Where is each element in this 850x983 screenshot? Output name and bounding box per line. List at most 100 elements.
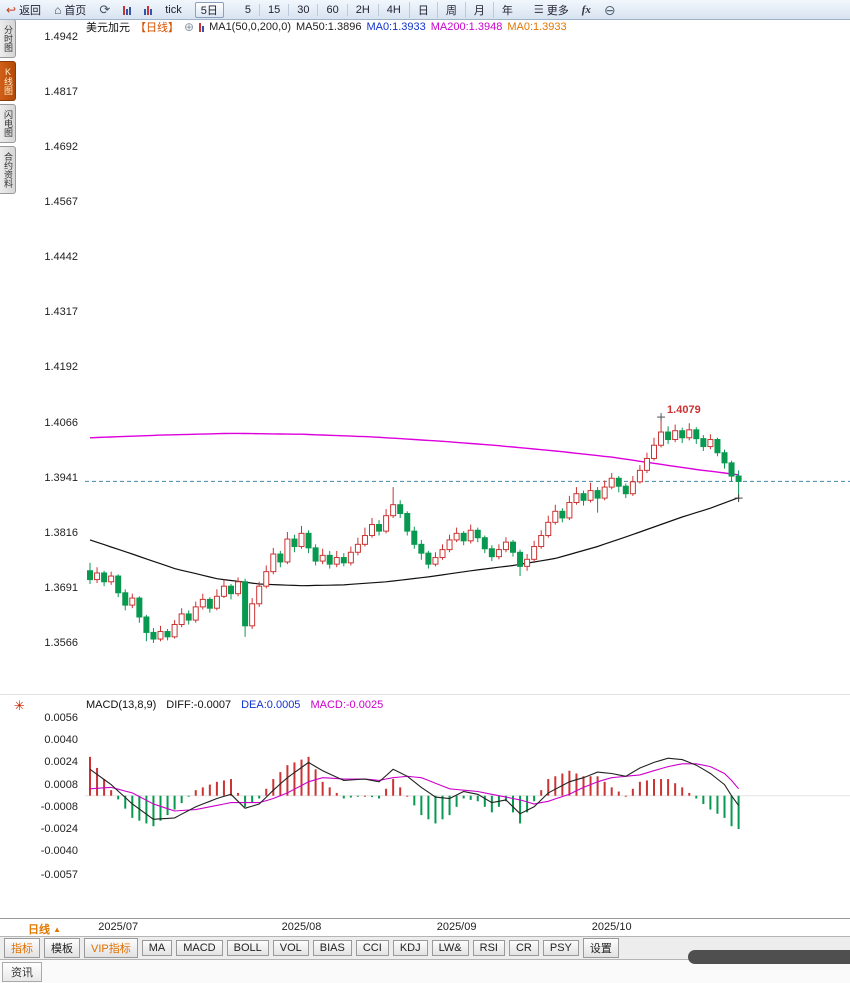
- indicator-button-ma[interactable]: MA: [141, 940, 173, 956]
- svg-text:1.4079: 1.4079: [667, 404, 701, 416]
- macd-panel[interactable]: [85, 710, 850, 905]
- home-icon: ⌂: [54, 2, 62, 17]
- date-label: 2025/08: [281, 921, 322, 933]
- indicator-button-templates[interactable]: 模板: [44, 938, 80, 958]
- volume-bars-icon: [144, 5, 153, 15]
- main-axis-label: 1.4942: [44, 31, 78, 43]
- period-button-week[interactable]: 周: [436, 1, 465, 18]
- indicator-button-kdj[interactable]: KDJ: [392, 940, 428, 956]
- symbol-name: 美元加元: [86, 22, 130, 34]
- macd-axis-label: -0.0024: [40, 823, 78, 835]
- fx-indicator-button[interactable]: fx: [582, 4, 591, 16]
- sidebar-tab-lightning-chart[interactable]: 闪电图: [0, 104, 16, 143]
- x-axis-band: [0, 918, 850, 937]
- period-tag: 【日线】: [135, 22, 179, 34]
- main-axis-label: 1.3941: [44, 471, 78, 484]
- period-button-m30[interactable]: 30: [288, 3, 317, 16]
- back-label: 返回: [19, 4, 42, 17]
- indicator-button-boll[interactable]: BOLL: [226, 940, 269, 956]
- macd-diff-value: DIFF:-0.0007: [166, 699, 232, 711]
- zoom-out-button[interactable]: ⊖: [604, 3, 616, 17]
- main-axis-label: 1.4567: [44, 196, 78, 209]
- macd-axis-label: 0.0008: [44, 778, 78, 791]
- sidebar-tab-kline-chart[interactable]: K线图: [0, 61, 16, 101]
- date-label: 2025/07: [98, 921, 139, 933]
- main-price-chart[interactable]: 1.4079: [85, 30, 850, 690]
- left-chart-type-tabs: 分时图 K线图闪电图合约资料: [0, 19, 16, 194]
- refresh-button[interactable]: ⟳: [99, 3, 110, 16]
- zoom-out-icon: ⊖: [603, 1, 616, 18]
- macd-header: MACD(13,8,9) DIFF:-0.0007 DEA:0.0005 MAC…: [86, 699, 383, 711]
- macd-settings-icon[interactable]: ✳: [14, 698, 25, 713]
- macd-dea-value: DEA:0.0005: [241, 699, 301, 711]
- indicator-button-cci[interactable]: CCI: [355, 940, 389, 956]
- home-label: 首页: [64, 4, 87, 17]
- indicator-button-vol[interactable]: VOL: [272, 940, 309, 956]
- chevron-up-icon: ▲: [53, 925, 61, 934]
- indicator-button-macd[interactable]: MACD: [176, 940, 223, 956]
- menu-icon: ☰: [533, 4, 544, 16]
- period-button-m5[interactable]: 5: [244, 3, 251, 16]
- indicator-button-cr[interactable]: CR: [508, 940, 539, 956]
- indicator-button-indicators[interactable]: 指标: [4, 938, 40, 958]
- more-button[interactable]: ☰ 更多: [534, 2, 569, 18]
- macd-axis-label: 0.0056: [44, 712, 78, 724]
- back-icon: ↩: [6, 2, 17, 17]
- five-day-button[interactable]: 5日: [194, 1, 224, 18]
- date-label: 2025/09: [436, 921, 477, 933]
- macd-axis-label: 0.0040: [44, 734, 78, 747]
- main-axis-label: 1.3691: [44, 581, 78, 594]
- macd-macd-value: MACD:-0.0025: [310, 699, 384, 711]
- indicator-button-rsi[interactable]: RSI: [472, 940, 505, 956]
- tick-button[interactable]: tick: [165, 4, 182, 16]
- period-button-month[interactable]: 月: [464, 1, 493, 18]
- news-tab[interactable]: 资讯: [2, 962, 42, 982]
- main-axis-label: 1.3816: [44, 526, 78, 539]
- main-axis-label: 1.3566: [44, 636, 78, 649]
- indicator-button-psy[interactable]: PSY: [542, 940, 579, 956]
- ma0-blue-value: MA0:1.3933: [366, 21, 426, 33]
- fx-label: fx: [581, 3, 591, 16]
- period-selector[interactable]: 日线 ▲: [28, 921, 61, 937]
- home-button[interactable]: ⌂ 首页: [54, 2, 86, 18]
- ma200-value: MA200:1.3948: [430, 21, 503, 33]
- back-button[interactable]: ↩ 返回: [6, 2, 41, 18]
- main-axis-label: 1.4692: [44, 141, 78, 154]
- period-button-h2[interactable]: 2H: [346, 3, 378, 16]
- sidebar-tab-contract-info[interactable]: 合约资料: [0, 146, 16, 194]
- bar-chart-icon: [123, 5, 132, 15]
- tick-label: tick: [165, 3, 182, 16]
- more-label: 更多: [546, 4, 569, 17]
- top-toolbar: ↩ 返回 ⌂ 首页 ⟳ tick 5日 5 15 30 60 2H 4H 日周月年 ☰ 更多…: [0, 0, 850, 20]
- period-button-m60[interactable]: 60: [317, 3, 346, 16]
- five-day-label: 5日: [200, 4, 218, 17]
- indicator-button-vip-indicators[interactable]: VIP指标: [84, 938, 138, 958]
- date-label: 2025/10: [591, 921, 632, 933]
- indicator-button-settings[interactable]: 设置: [582, 938, 619, 958]
- macd-axis-label: -0.0057: [40, 868, 78, 881]
- period-button-year[interactable]: 年: [492, 1, 521, 18]
- main-axis-label: 1.4442: [44, 251, 78, 264]
- refresh-icon: ⟳: [99, 2, 111, 17]
- chart-style-button[interactable]: [123, 5, 132, 15]
- period-button-day[interactable]: 日: [408, 1, 437, 18]
- sidebar-tab-time-chart[interactable]: 分时图: [0, 19, 16, 58]
- ma-params: MA1(50,0,200,0): [209, 21, 291, 33]
- horizontal-scrollbar-thumb[interactable]: [688, 950, 850, 964]
- chart-legend: 美元加元 【日线】 ⊕ MA1(50,0,200,0) MA50:1.3896 …: [86, 19, 567, 35]
- ma-settings-icon[interactable]: [199, 22, 205, 32]
- panel-separator: [0, 694, 850, 695]
- period-button-h4[interactable]: 4H: [377, 3, 409, 16]
- indicator-button-bias[interactable]: BIAS: [312, 940, 352, 956]
- main-axis-label: 1.4192: [44, 361, 78, 374]
- indicator-button-lwr[interactable]: LW&: [431, 940, 469, 956]
- period-button-m15[interactable]: 15: [258, 3, 288, 16]
- main-axis-label: 1.4817: [44, 86, 78, 99]
- main-axis-label: 1.4066: [44, 416, 78, 429]
- add-indicator-icon[interactable]: ⊕: [184, 20, 195, 34]
- volume-style-button[interactable]: [144, 5, 153, 15]
- main-axis-label: 1.4317: [44, 306, 78, 319]
- macd-title: MACD(13,8,9): [86, 699, 157, 711]
- macd-axis-label: 0.0024: [44, 756, 78, 769]
